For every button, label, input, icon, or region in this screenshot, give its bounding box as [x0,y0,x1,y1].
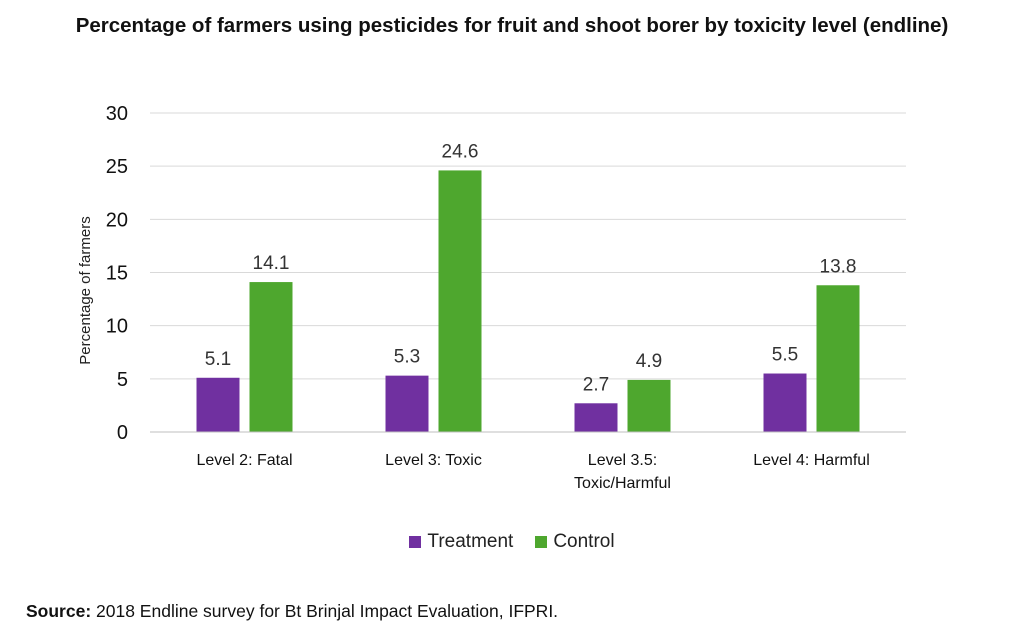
y-tick-label: 20 [106,209,128,231]
data-labels: 5.1 14.1 5.3 24.6 2.7 4.9 5.5 13.8 [205,141,857,395]
legend-label-treatment: Treatment [427,531,514,552]
data-label: 13.8 [820,256,857,277]
bar-control-0 [249,282,293,432]
data-label: 14.1 [253,253,290,274]
source-label: Source: [26,601,92,621]
legend-item-control: Control [535,531,615,553]
bar-treatment-0 [196,377,240,432]
legend-item-treatment: Treatment [409,531,513,553]
bar-control-1 [438,170,482,433]
bar-treatment-3 [763,373,807,432]
legend: Treatment Control [0,531,1024,553]
data-label: 4.9 [636,351,662,372]
x-tick-label: Toxic/Harmful [574,475,671,492]
bars [196,170,860,433]
data-label: 5.3 [394,347,420,368]
data-label: 2.7 [583,374,609,395]
source-note: Source: 2018 Endline survey for Bt Brinj… [26,601,558,622]
bar-treatment-1 [385,375,429,432]
bar-control-2 [627,379,671,432]
chart-title: Percentage of farmers using pesticides f… [75,14,949,37]
y-tick-label: 5 [117,369,128,391]
y-tick-label: 0 [117,422,128,444]
x-tick-label: Level 3: Toxic [385,452,482,469]
y-tick-label: 30 [106,103,128,125]
bar-control-3 [816,285,860,432]
data-label: 24.6 [442,141,479,162]
legend-swatch-control [535,536,548,548]
x-axis-ticks: Level 2: Fatal Level 3: Toxic Level 3.5: To… [196,452,869,492]
y-axis-ticks: 0 5 10 15 20 25 30 [106,103,128,444]
y-tick-label: 10 [106,316,128,338]
x-tick-label: Level 4: Harmful [753,452,870,469]
legend-swatch-treatment [409,536,422,548]
x-tick-label: Level 2: Fatal [196,452,292,469]
legend-label-control: Control [553,531,615,552]
y-axis-label: Percentage of farmers [77,216,94,364]
source-text: 2018 Endline survey for Bt Brinjal Impac… [91,601,559,621]
data-label: 5.5 [772,345,798,366]
bar-chart: 0 5 10 15 20 25 30 5.1 14.1 5.3 24.6 2.7 4.9 5.5 13.8… [77,103,906,492]
y-tick-label: 15 [106,263,128,285]
data-label: 5.1 [205,349,231,370]
bar-treatment-2 [574,403,618,432]
x-tick-label: Level 3.5: [588,452,657,469]
y-tick-label: 25 [106,156,128,178]
